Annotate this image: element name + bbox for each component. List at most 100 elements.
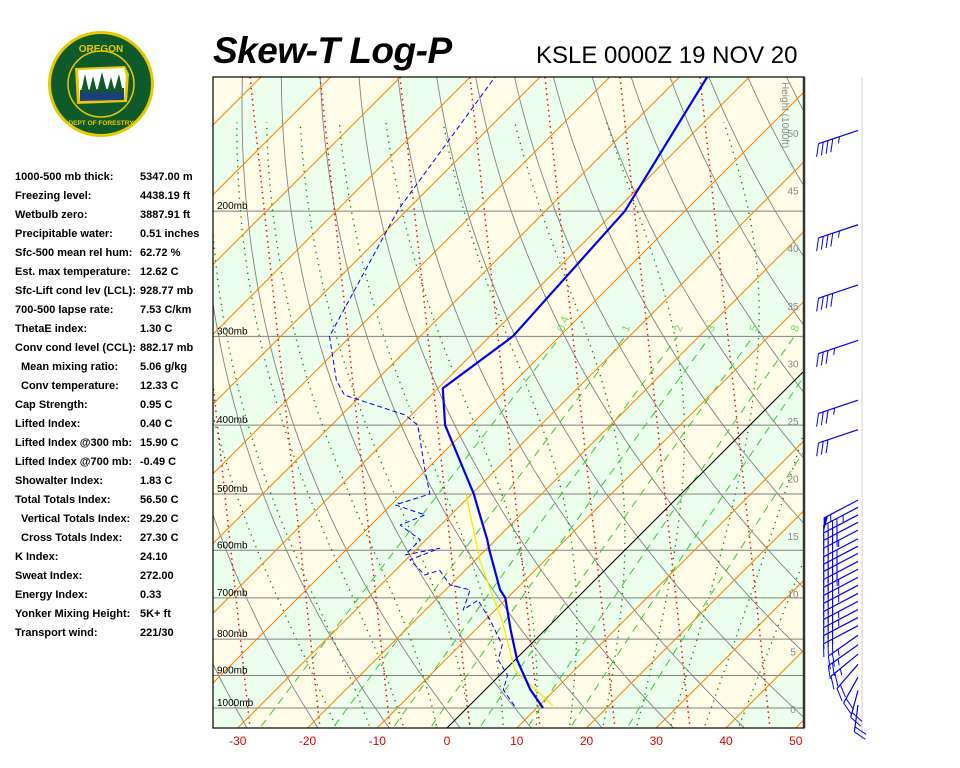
- wind-barb-staff: [823, 499, 859, 519]
- stat-label: Showalter Index:: [15, 475, 104, 487]
- temperature-tick-label: 10: [510, 734, 524, 748]
- isotherm-line: [213, 77, 471, 335]
- isotherm-line: [213, 91, 804, 684]
- wind-barb: [830, 653, 859, 690]
- stat-label: Mean mixing ratio:: [21, 361, 119, 373]
- isotherm-line: [655, 579, 804, 728]
- stat-value: 5K+ ft: [140, 608, 171, 620]
- stat-row: Showalter Index: 1.83 C: [15, 472, 199, 491]
- stat-label: Energy Index:: [15, 589, 88, 601]
- wind-barb-half-flag: [837, 230, 840, 238]
- mixing-ratio-line: [569, 375, 804, 728]
- stat-row: Yonker Mixing Height: 5K+ ft: [15, 605, 199, 624]
- mixing-ratio-line: [626, 450, 804, 728]
- parcel-profile-line: [465, 493, 554, 707]
- isotherm-line: [213, 77, 611, 475]
- wind-barb-flag: [825, 350, 829, 364]
- red-dotted-line: [469, 77, 541, 728]
- wind-barb-half-flag: [837, 649, 840, 656]
- wind-barb-flag: [839, 684, 846, 698]
- dry-adiabat-line: [69, 54, 181, 738]
- wind-barb-flag: [825, 140, 829, 154]
- stat-label: Conv temperature:: [21, 380, 119, 392]
- wind-barb-staff: [823, 521, 859, 541]
- height-tick-label: 50: [787, 129, 799, 140]
- isobar-label: 300mb: [217, 326, 248, 337]
- isobar-label: 1000mb: [217, 698, 254, 709]
- stat-row: Energy Index: 0.33: [15, 586, 199, 605]
- dry-adiabat-line: [514, 77, 804, 589]
- temperature-band: [213, 92, 804, 728]
- height-axis-title: Height (1000ft): [779, 82, 790, 148]
- wind-barb-flag: [825, 410, 829, 424]
- wind-barb-half-flag: [839, 668, 843, 676]
- stat-value: 0.40 C: [140, 418, 173, 430]
- mixing-ratio-label: 8: [789, 323, 802, 333]
- wind-barb: [827, 634, 859, 670]
- wind-barb: [836, 663, 859, 702]
- wind-barb-flag: [816, 442, 820, 457]
- red-dotted-line: [399, 77, 471, 728]
- isotherm-line: [376, 300, 804, 728]
- svg-text:DEPT OF FORESTRY: DEPT OF FORESTRY: [68, 120, 134, 127]
- mixing-ratio-label: 2: [672, 323, 685, 333]
- temperature-band: [586, 510, 804, 728]
- isobar-label: 500mb: [217, 484, 248, 495]
- wind-barb: [816, 284, 859, 312]
- stat-row: Lifted Index: 0.40 C: [15, 415, 199, 434]
- isotherm-line: [0, 0, 201, 737]
- stat-label: K Index:: [15, 551, 59, 563]
- dry-adiabat-line: [814, 54, 960, 738]
- zero-isotherm-line: [446, 370, 804, 728]
- stat-value: 7.53 C/km: [140, 304, 192, 316]
- wind-barb-staff: [818, 224, 859, 239]
- wind-barb: [823, 625, 859, 658]
- wind-barb-staff: [830, 653, 859, 677]
- wind-barb: [823, 529, 859, 562]
- stat-value: 27.30 C: [140, 532, 179, 544]
- wind-barb-flag: [816, 143, 820, 158]
- wind-barb-staff: [818, 129, 859, 145]
- wind-barb-staff: [823, 576, 859, 596]
- stat-value: 29.20 C: [140, 513, 179, 525]
- wind-barb-staff: [823, 529, 859, 549]
- temperature-band: [795, 719, 804, 728]
- mixing-ratio-label: 5: [748, 323, 761, 333]
- dry-adiabat-line: [669, 77, 804, 327]
- temperature-tick-label: -20: [299, 734, 317, 748]
- isobar-label: 700mb: [217, 588, 248, 599]
- wind-barb-flag: [820, 296, 824, 310]
- isotherm-line: [213, 77, 541, 405]
- station-time-label: KSLE 0000Z 19 NOV 20: [536, 42, 798, 69]
- stat-row: Cap Strength: 0.95 C: [15, 396, 199, 415]
- stat-value: 4438.19 ft: [140, 190, 191, 202]
- dry-adiabat-line: [397, 77, 746, 728]
- stat-row: Cross Totals Index: 27.30 C: [15, 529, 199, 548]
- red-dotted-line: [699, 77, 771, 728]
- wind-barb-half-flag: [833, 407, 836, 415]
- height-tick-label: 5: [790, 647, 796, 658]
- dry-adiabat-line: [852, 54, 960, 738]
- wind-barb-staff: [823, 545, 859, 565]
- stat-row: Precipitable water: 0.51 inches: [15, 225, 199, 244]
- isotherm-line: [0, 0, 132, 737]
- wind-barb-staff: [823, 552, 859, 572]
- stat-row: Lifted Index @300 mb: 15.90 C: [15, 434, 199, 453]
- isotherm-line: [516, 440, 804, 728]
- stat-label: 700-500 lapse rate:: [15, 304, 114, 316]
- wind-barb: [816, 429, 859, 457]
- wind-barb-staff: [823, 506, 859, 526]
- wind-barb-flag: [825, 439, 829, 454]
- stat-label: Lifted Index @300 mb:: [15, 437, 133, 449]
- wind-barb-flag: [830, 676, 835, 690]
- wind-barb-flag: [825, 294, 829, 309]
- wind-barb-flag: [843, 702, 852, 715]
- stat-label: Cross Totals Index:: [21, 532, 123, 544]
- wind-barb-flag: [851, 712, 863, 722]
- wind-barb-staff: [823, 514, 859, 534]
- wind-barb-flag: [816, 237, 820, 252]
- height-tick-label: 40: [787, 244, 799, 255]
- stat-row: Conv temperature: 12.33 C: [15, 377, 199, 396]
- height-tick-label: 45: [787, 187, 799, 198]
